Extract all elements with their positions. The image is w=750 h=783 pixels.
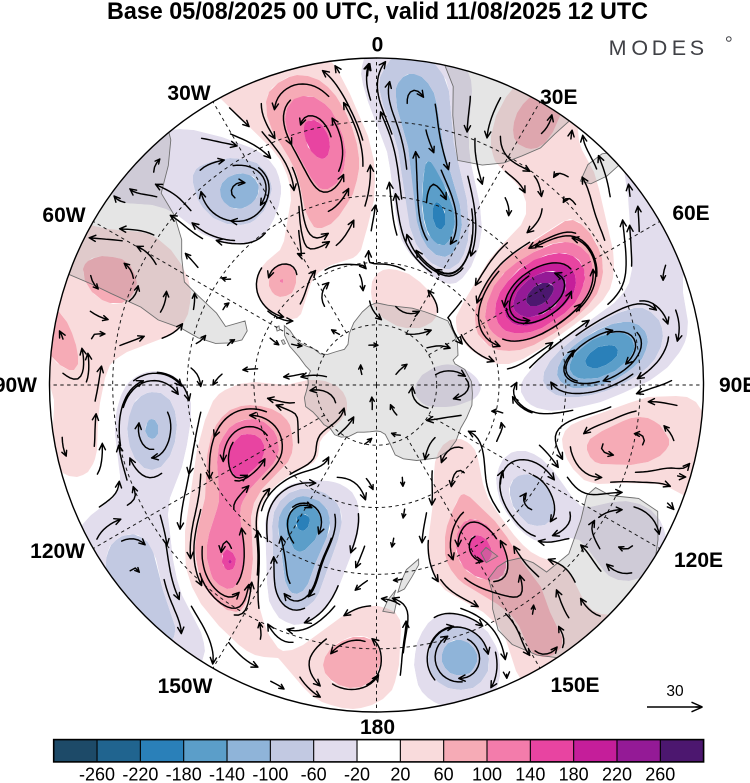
svg-text:-140: -140 — [209, 765, 245, 783]
svg-text:60E: 60E — [672, 202, 709, 225]
svg-text:220: 220 — [602, 765, 632, 783]
svg-text:Base 05/08/2025 00 UTC, valid: Base 05/08/2025 00 UTC, valid 11/08/2025… — [107, 0, 648, 25]
svg-text:-100: -100 — [252, 765, 288, 783]
svg-text:O: O — [631, 36, 648, 60]
svg-text:30: 30 — [666, 683, 684, 700]
svg-text:140: 140 — [515, 765, 545, 783]
svg-text:260: 260 — [645, 765, 675, 783]
svg-text:20: 20 — [390, 765, 410, 783]
svg-text:30E: 30E — [540, 86, 577, 109]
svg-text:150E: 150E — [550, 674, 599, 697]
svg-text:E: E — [672, 36, 686, 60]
svg-text:150W: 150W — [158, 675, 213, 698]
svg-text:120E: 120E — [674, 549, 723, 572]
svg-text:-220: -220 — [122, 765, 158, 783]
svg-text:S: S — [690, 36, 704, 60]
svg-text:M: M — [609, 36, 627, 60]
svg-text:180: 180 — [559, 765, 589, 783]
svg-text:120W: 120W — [30, 540, 85, 563]
svg-text:-260: -260 — [79, 765, 115, 783]
svg-text:90E: 90E — [719, 374, 750, 397]
svg-text:-20: -20 — [344, 765, 370, 783]
svg-text:60: 60 — [434, 765, 454, 783]
svg-text:-60: -60 — [301, 765, 327, 783]
svg-text:-180: -180 — [166, 765, 202, 783]
svg-text:0: 0 — [372, 34, 384, 57]
svg-text:90W: 90W — [0, 374, 37, 397]
svg-text:D: D — [652, 36, 668, 60]
svg-text:100: 100 — [472, 765, 502, 783]
svg-text:180: 180 — [360, 716, 395, 739]
svg-text:30W: 30W — [167, 82, 210, 105]
svg-text:60W: 60W — [42, 204, 85, 227]
